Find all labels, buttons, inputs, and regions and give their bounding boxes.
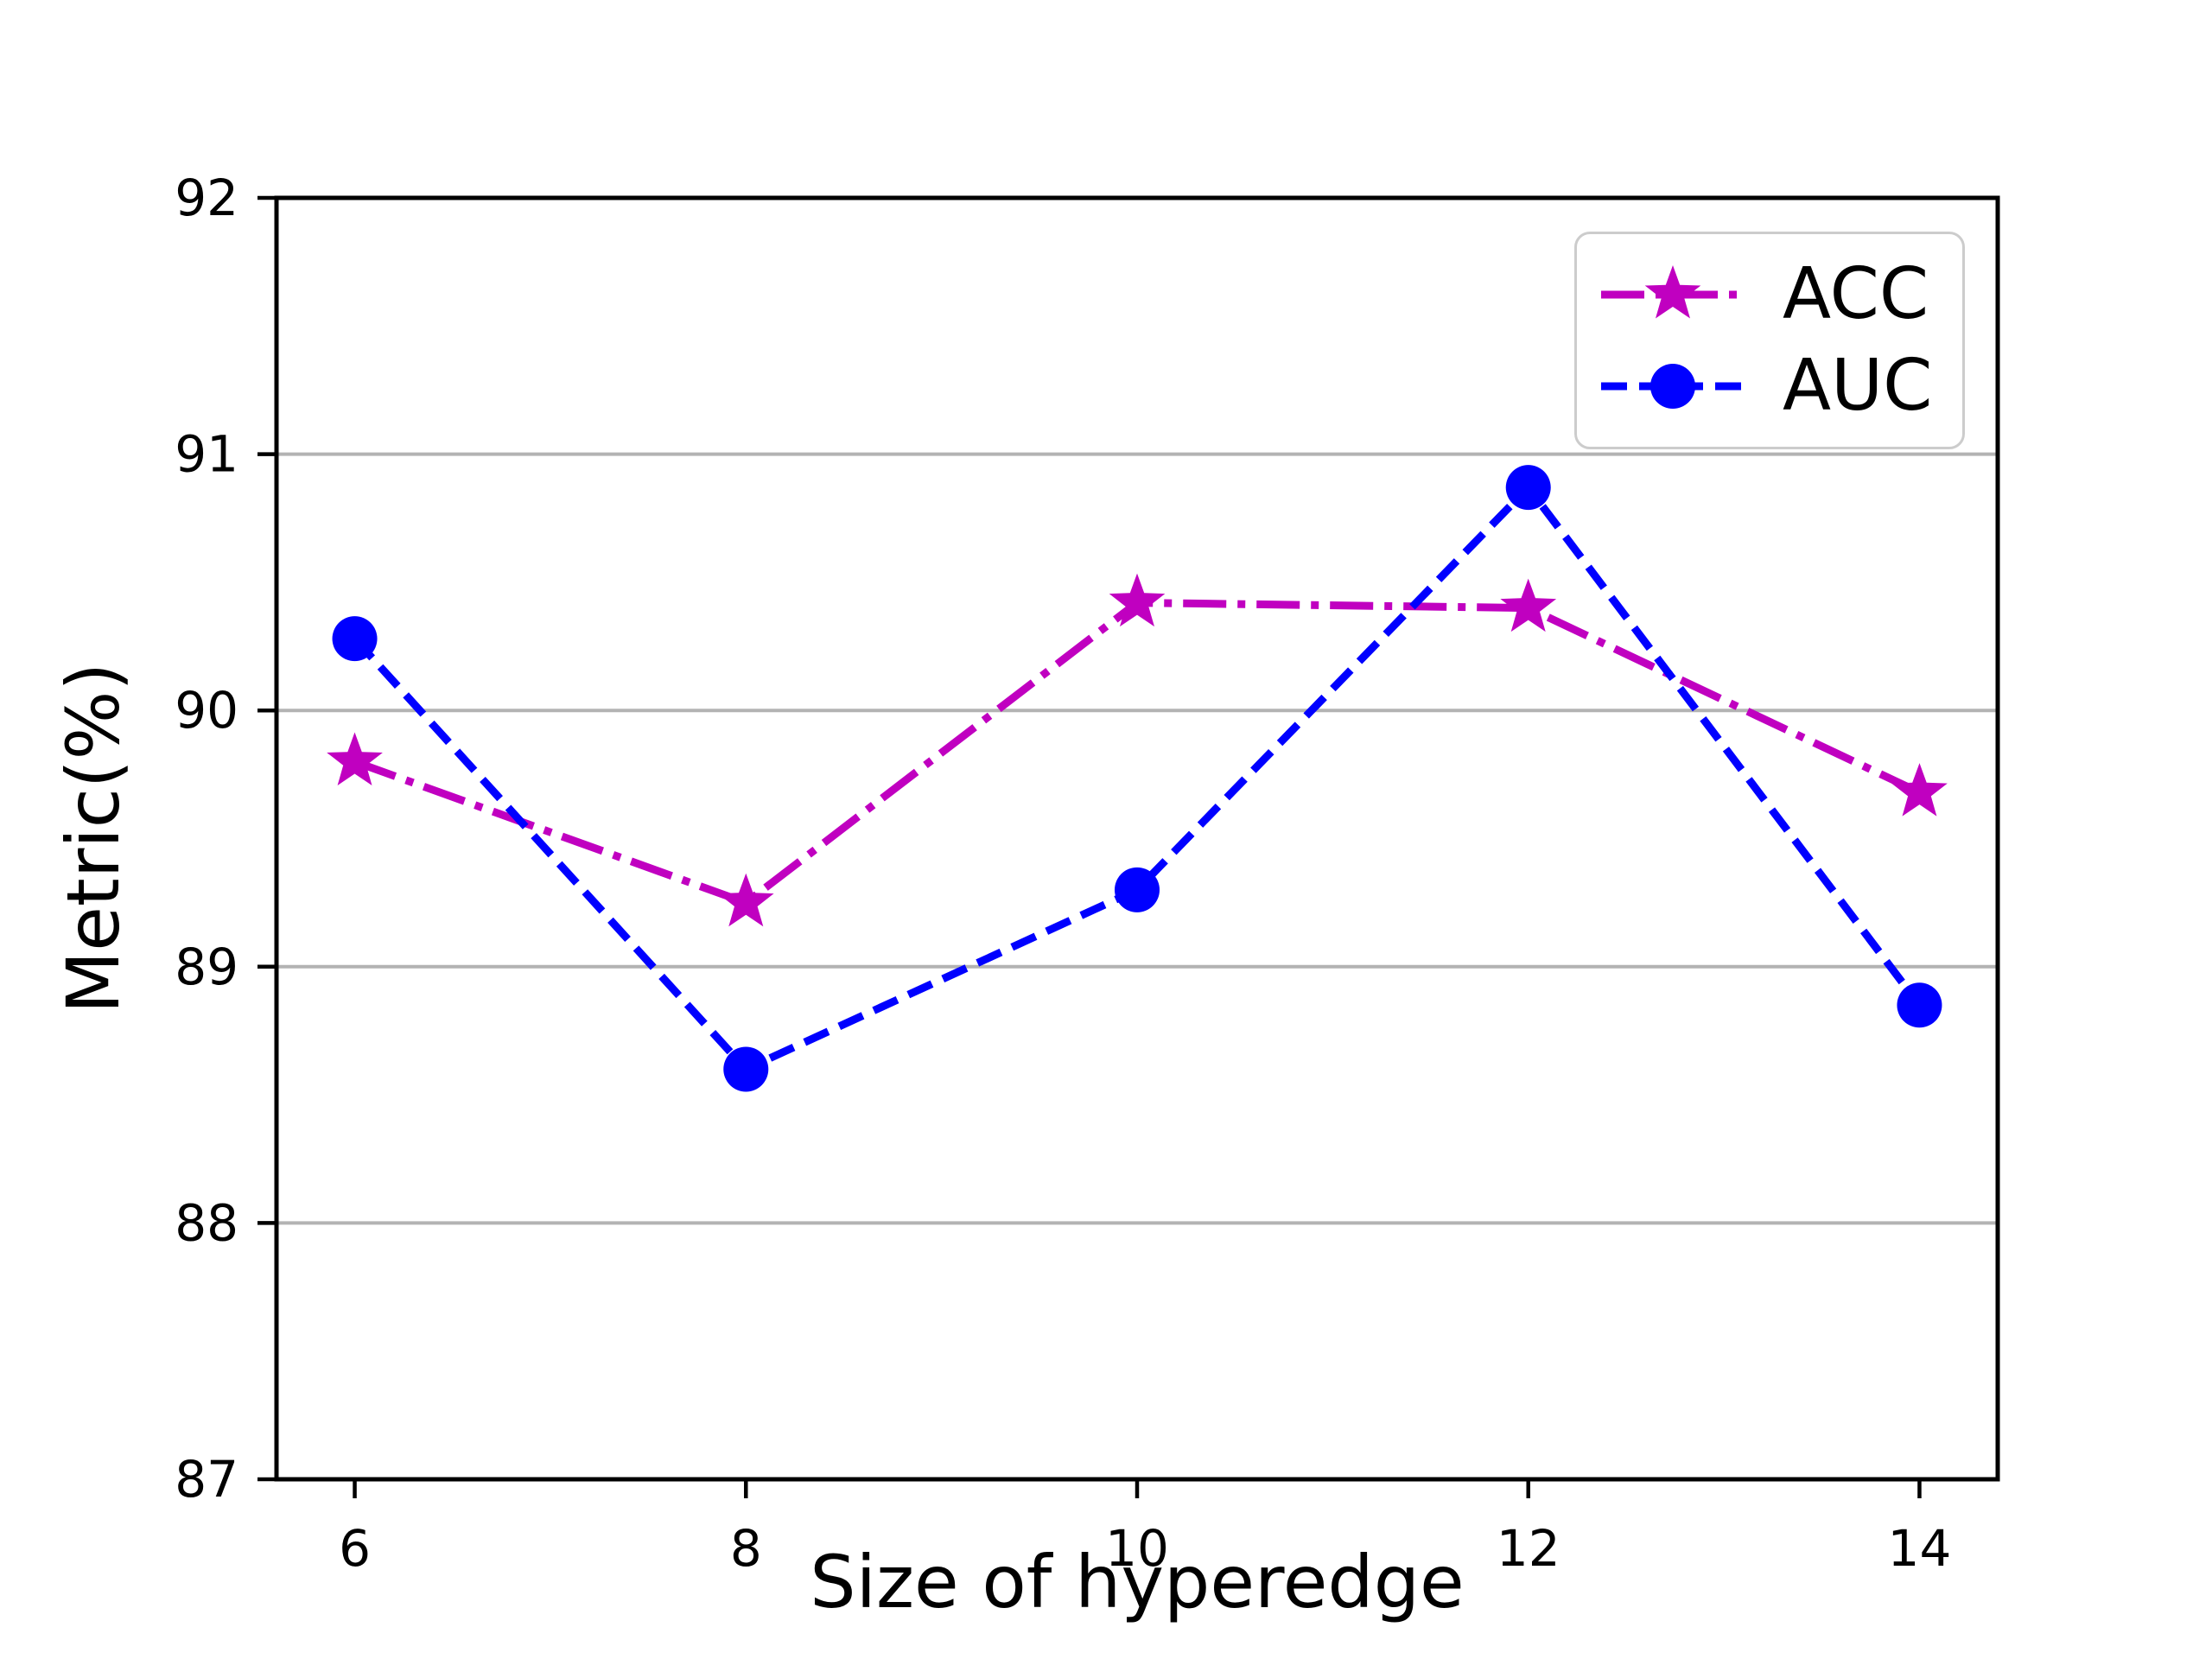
marker-circle-auc-14 bbox=[1897, 982, 1942, 1028]
y-axis-label: Metric(%) bbox=[51, 662, 136, 1014]
x-tick-label-14: 14 bbox=[1888, 1519, 1952, 1578]
legend-label-auc: AUC bbox=[1783, 345, 1933, 428]
x-tick-label-12: 12 bbox=[1497, 1519, 1560, 1578]
marker-star-acc-6 bbox=[327, 732, 383, 785]
acc-star-line-symbol bbox=[1601, 264, 1745, 319]
legend-marker-circle bbox=[1650, 364, 1695, 410]
legend-label-acc: ACC bbox=[1783, 252, 1929, 335]
marker-circle-auc-6 bbox=[332, 616, 378, 662]
legend-item-auc: AUC bbox=[1599, 347, 1940, 425]
legend-marker-star bbox=[1644, 264, 1701, 319]
legend-item-acc: ACC bbox=[1599, 256, 1940, 334]
marker-circle-auc-8 bbox=[723, 1046, 769, 1092]
legend: ACC AUC bbox=[1574, 232, 1965, 449]
y-tick-label-91: 91 bbox=[175, 425, 238, 484]
x-tick-label-10: 10 bbox=[1105, 1519, 1169, 1578]
y-tick-label-88: 88 bbox=[175, 1193, 238, 1252]
y-tick-label-89: 89 bbox=[175, 938, 238, 996]
y-tick-label-92: 92 bbox=[175, 168, 238, 227]
y-tick-label-87: 87 bbox=[175, 1450, 238, 1509]
marker-star-acc-8 bbox=[717, 873, 774, 927]
y-tick-label-90: 90 bbox=[175, 681, 238, 740]
x-tick-label-6: 6 bbox=[339, 1519, 371, 1578]
marker-star-acc-10 bbox=[1109, 573, 1166, 627]
x-tick-label-8: 8 bbox=[730, 1519, 762, 1578]
marker-circle-auc-12 bbox=[1505, 465, 1551, 511]
marker-star-acc-12 bbox=[1500, 578, 1557, 632]
plot-border bbox=[274, 195, 2000, 1482]
marker-star-acc-14 bbox=[1891, 763, 1948, 817]
marker-circle-auc-10 bbox=[1115, 867, 1160, 912]
series-line-acc bbox=[353, 599, 1922, 907]
auc-circle-line-symbol bbox=[1601, 364, 1745, 410]
x-axis-label: Size of hyperedge bbox=[810, 1540, 1465, 1624]
